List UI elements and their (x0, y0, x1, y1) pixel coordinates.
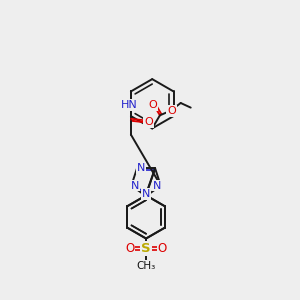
Text: N: N (131, 181, 140, 190)
Text: O: O (144, 117, 153, 127)
Text: CH₃: CH₃ (136, 261, 156, 271)
Text: O: O (158, 242, 167, 255)
Text: HN: HN (121, 100, 138, 110)
Text: N: N (137, 163, 145, 173)
Text: S: S (141, 242, 151, 255)
Text: N: N (153, 181, 161, 190)
Text: O: O (167, 106, 176, 116)
Text: O: O (148, 100, 158, 110)
Text: N: N (142, 189, 150, 199)
Text: O: O (125, 242, 134, 255)
